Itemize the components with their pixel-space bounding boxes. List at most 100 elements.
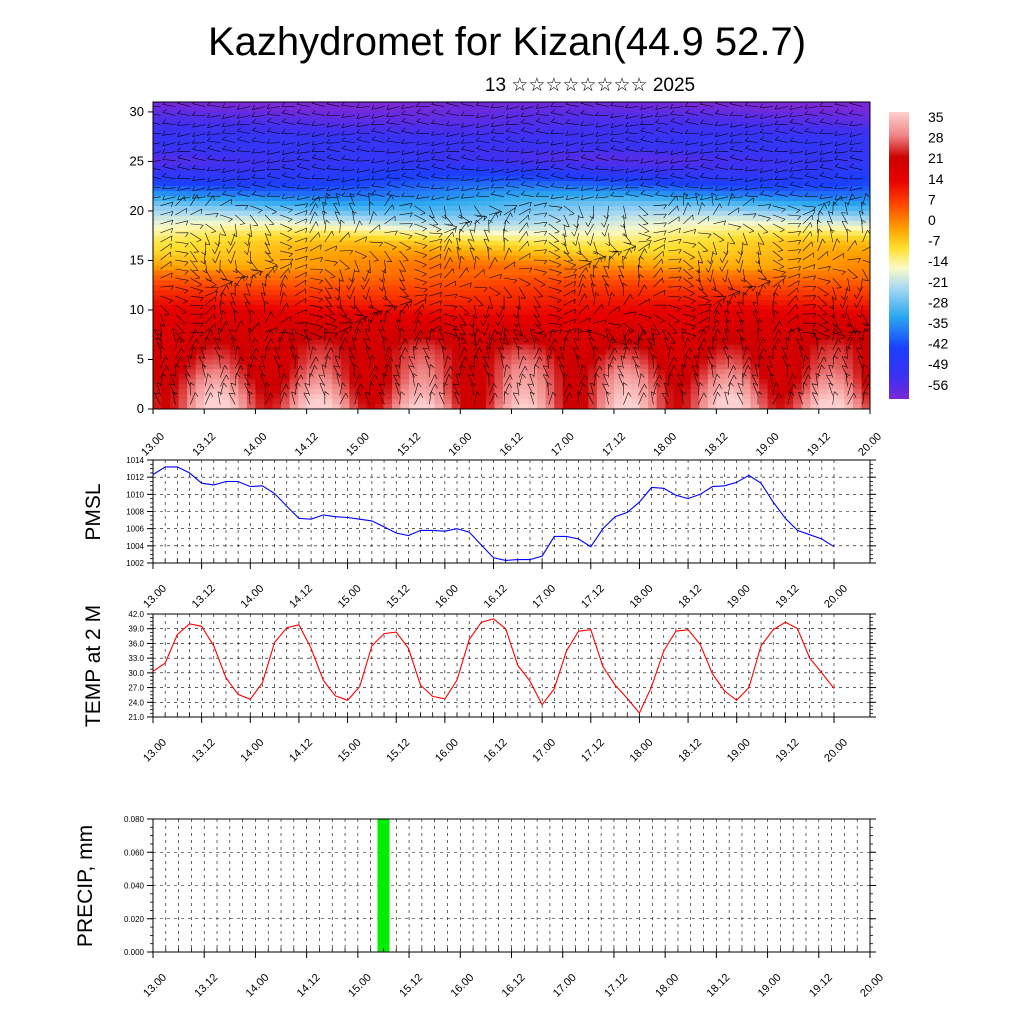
temperature-cell [596,300,606,306]
temperature-cell [255,329,265,336]
temperature-cell [255,205,265,212]
temperature-cell [707,329,717,336]
temperature-cell [741,205,752,212]
temperature-cell [741,295,752,301]
temperature-cell [281,384,291,390]
temperature-cell [451,230,461,237]
temperature-cell [673,250,683,257]
temperature-cell [306,394,316,400]
temperature-cell [690,116,700,123]
temperature-cell [648,220,658,227]
temperature-cell [272,201,282,207]
temperature-cell [724,324,735,331]
temperature-cell [417,136,427,143]
temperature-cell [195,240,205,247]
temperature-cell [332,156,342,163]
temperature-cell [502,374,513,380]
temperature-cell [238,334,248,341]
temperature-cell [776,201,786,207]
temperature-cell [545,156,555,163]
temperature-cell [784,181,794,187]
temperature-cell [571,171,581,177]
temperature-cell [588,329,598,336]
temperature-cell [571,235,581,242]
temperature-cell [682,344,692,351]
temperature-cell [374,280,385,286]
temperature-cell [520,250,530,257]
temperature-cell [451,260,461,266]
temperature-cell [724,364,735,370]
temperature-cell [810,141,820,148]
temperature-cell [784,230,794,237]
temperature-cell [255,121,265,128]
temperature-cell [562,141,572,148]
temperature-cell [272,300,282,306]
temperature-cell [673,354,683,361]
temperature-cell [707,314,717,321]
temperature-cell [579,324,589,331]
temperature-cell [315,116,325,123]
temperature-cell [451,354,461,361]
temperature-cell [281,102,291,108]
temperature-cell [818,255,828,262]
temperature-cell [340,181,350,187]
temperature-cell [596,265,606,271]
temperature-cell [639,280,649,286]
temperature-cell [451,181,461,187]
temperature-cell [374,270,385,276]
temperature-cell [229,205,239,212]
temperature-cell [434,354,444,361]
temperature-cell [648,141,658,148]
temperature-cell [485,260,496,266]
temperature-cell [852,295,863,301]
temperature-cell [400,191,410,197]
temperature-cell [596,285,606,291]
temperature-cell [153,121,163,128]
temperature-cell [810,349,820,356]
temperature-cell [246,394,257,400]
temperature-cell [332,186,342,192]
temperature-cell [426,131,436,138]
temperature-cell [204,364,214,370]
temperature-cell [699,156,709,163]
temperature-cell [665,300,675,306]
temperature-cell [332,344,342,351]
temperature-cell [835,245,845,252]
temperature-cell [537,374,547,380]
temperature-cell [298,255,308,262]
temperature-cell [776,260,786,266]
temperature-cell [272,379,282,385]
temperature-cell [648,136,658,143]
temperature-cell [494,191,504,197]
temperature-cell [229,196,239,202]
temperature-cell [528,131,538,138]
temperature-cell [306,290,316,296]
temperature-cell [315,275,325,281]
temperature-cell [332,151,342,158]
temperature-cell [255,280,265,286]
temperature-cell [784,260,794,266]
temperature-cell [528,220,538,227]
temperature-cell [588,275,598,281]
temperature-cell [212,201,222,207]
temperature-cell [366,250,376,257]
temperature-cell [306,295,316,301]
temperature-cell [263,369,274,375]
temperature-cell [443,245,453,252]
temperature-cell [554,364,564,370]
temperature-cell [349,156,359,163]
temperature-cell [323,102,333,108]
temperature-cell [281,394,291,400]
temperature-cell [801,285,811,291]
temperature-cell [366,136,376,143]
temperature-cell [434,255,444,262]
temperature-cell [417,309,427,316]
temperature-cell [468,394,478,400]
temperature-cell [776,126,786,133]
temperature-cell [579,314,589,321]
temperature-cell [468,265,478,271]
temperature-cell [537,220,547,227]
temperature-cell [596,354,606,361]
temperature-cell [195,270,205,276]
temperature-cell [810,181,820,187]
